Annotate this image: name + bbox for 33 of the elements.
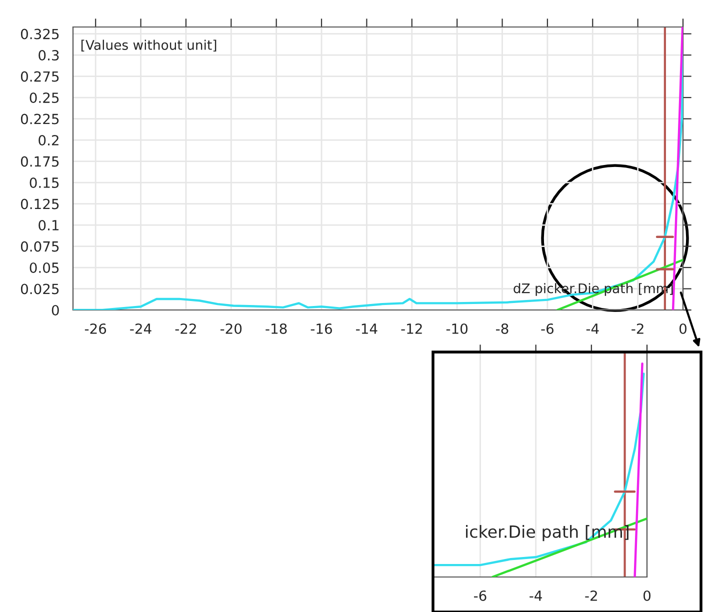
x-tick-label: -20 <box>220 323 242 334</box>
x-tick-label: 0 <box>643 590 650 601</box>
x-tick-label: -16 <box>310 323 332 334</box>
y-tick-label: 0.1 <box>38 220 59 230</box>
x-tick-label: -10 <box>446 323 468 334</box>
x-tick-label: -4 <box>530 590 542 601</box>
y-tick-label: 0.275 <box>20 71 59 82</box>
x-tick-label: -18 <box>266 323 287 334</box>
x-tick-label: -14 <box>356 324 378 334</box>
x-tick-label: -12 <box>401 323 422 334</box>
x-tick-label: -4 <box>586 324 599 334</box>
y-tick-label: 0.05 <box>30 262 59 273</box>
y-axis-title: [Values without unit] <box>81 40 216 52</box>
y-tick-label: 0.025 <box>20 284 59 294</box>
x-tick-label: -24 <box>130 323 152 334</box>
y-tick-label: 0.125 <box>20 198 59 210</box>
y-tick-label: 0.175 <box>20 156 59 167</box>
x-tick-label: -2 <box>585 590 597 601</box>
y-tick-label: 0.3 <box>38 50 59 61</box>
x-tick-label: 0 <box>679 323 686 334</box>
y-tick-label: 0.325 <box>20 28 59 40</box>
x-tick-label: -26 <box>84 323 106 334</box>
x-tick-label: -6 <box>541 323 554 334</box>
x-tick-label: -8 <box>496 323 508 334</box>
y-tick-label: 0 <box>52 304 59 316</box>
x-tick-label: -2 <box>632 323 644 334</box>
y-tick-label: 0.25 <box>30 92 59 104</box>
x-tick-label: -6 <box>474 590 486 601</box>
y-tick-label: 0.2 <box>38 135 58 146</box>
y-tick-label: 0.075 <box>20 241 59 252</box>
y-tick-label: 0.225 <box>20 114 59 124</box>
x-tick-label: -22 <box>175 323 196 334</box>
y-tick-label: 0.15 <box>30 177 59 188</box>
